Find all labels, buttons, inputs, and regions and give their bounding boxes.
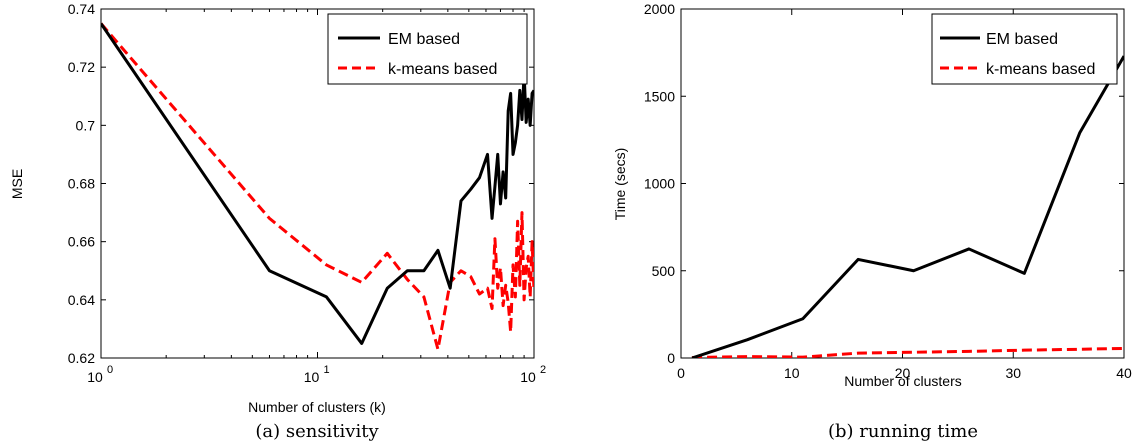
legend-label-em-b: EM based (986, 31, 1058, 48)
x-axis-ticks-b: 0 10 20 30 40 (677, 9, 1132, 381)
chart-panel-sensitivity: 0.620.640.660.680.70.720.74 10 0 10 1 10 2 MS… (9, 1, 546, 442)
x-tick-label: 40 (1116, 365, 1132, 381)
y-tick-label: 0.74 (68, 1, 95, 17)
legend-box-b (931, 13, 1118, 85)
x-tick-label: 10 (87, 369, 103, 385)
legend-label-kmeans-b: k-means based (986, 61, 1095, 78)
x-tick-exponent: 1 (323, 364, 329, 376)
legend-b: EM based k-means based (931, 13, 1118, 85)
y-axis-ticks-a: 0.62 0.64 0.66 0.68 0.7 0.72 0.74 (68, 1, 534, 366)
legend-label-em-a: EM based (388, 31, 460, 48)
x-tick-label: 0 (677, 365, 685, 381)
y-tick-label: 0.64 (68, 292, 95, 308)
y-axis-label-b: Time (secs) (612, 148, 628, 221)
x-tick-label: 10 (520, 369, 536, 385)
y-tick-label: 500 (652, 263, 676, 279)
y-tick-label: 2000 (644, 1, 675, 17)
x-tick-label: 20 (895, 365, 911, 381)
y-axis-ticks-b: 0 500 1000 1500 2000 (644, 1, 1124, 366)
y-axis-label-a: MSE (9, 169, 25, 199)
caption-b: (b) running time (828, 421, 978, 442)
x-tick-exponent: 2 (540, 364, 546, 376)
x-tick-label: 30 (1005, 365, 1021, 381)
y-tick-label: 0.68 (68, 176, 95, 192)
x-axis-ticks-a: 10 0 10 1 10 2 (87, 9, 546, 385)
series-line-k-means-based (101, 22, 534, 351)
series-line-k-means-based (692, 346, 1124, 358)
y-tick-label: 0.72 (68, 59, 95, 75)
y-tick-label: 1500 (644, 88, 675, 104)
x-tick-exponent: 0 (107, 364, 113, 376)
y-tick-label: 0.7 (76, 117, 96, 133)
series-group-b (691, 55, 1125, 359)
caption-a: (a) sensitivity (255, 421, 379, 442)
x-axis-label-a: Number of clusters (k) (248, 399, 386, 415)
legend-a: EM based k-means based (327, 13, 528, 85)
legend-label-kmeans-a: k-means based (388, 61, 497, 78)
x-tick-label: 10 (304, 369, 320, 385)
x-tick-label: 10 (784, 365, 800, 381)
legend-box-a (327, 13, 528, 85)
y-tick-label: 1000 (644, 176, 675, 192)
y-tick-label: 0.66 (68, 234, 95, 250)
y-tick-label: 0 (667, 350, 675, 366)
y-tick-label: 0.62 (68, 350, 95, 366)
x-axis-label-b: Number of clusters (844, 373, 961, 389)
chart-panel-running-time: 0 500 1000 1500 2000 0 10 20 30 40 Time (secs) N… (612, 1, 1132, 442)
